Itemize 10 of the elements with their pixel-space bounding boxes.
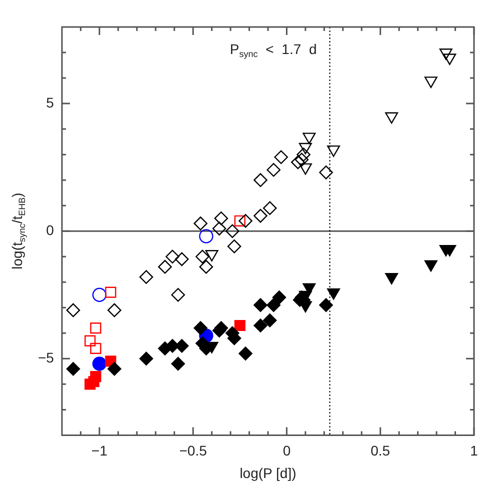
x-tick-label: 0.5 [370,442,390,458]
y-tick-label: −5 [38,350,54,366]
x-tick-label: −1 [91,442,108,458]
x-axis-title: log(P [d]) [240,465,296,482]
y-tick-label: 5 [46,94,54,110]
x-tick-label: 0 [282,442,291,458]
y-tick-label: 0 [46,222,54,238]
x-tick-label: −0.5 [179,442,208,458]
x-tick-label: 1 [470,442,478,458]
ref-line-label: P$_{sync}$ < 1.7 d [230,41,317,59]
